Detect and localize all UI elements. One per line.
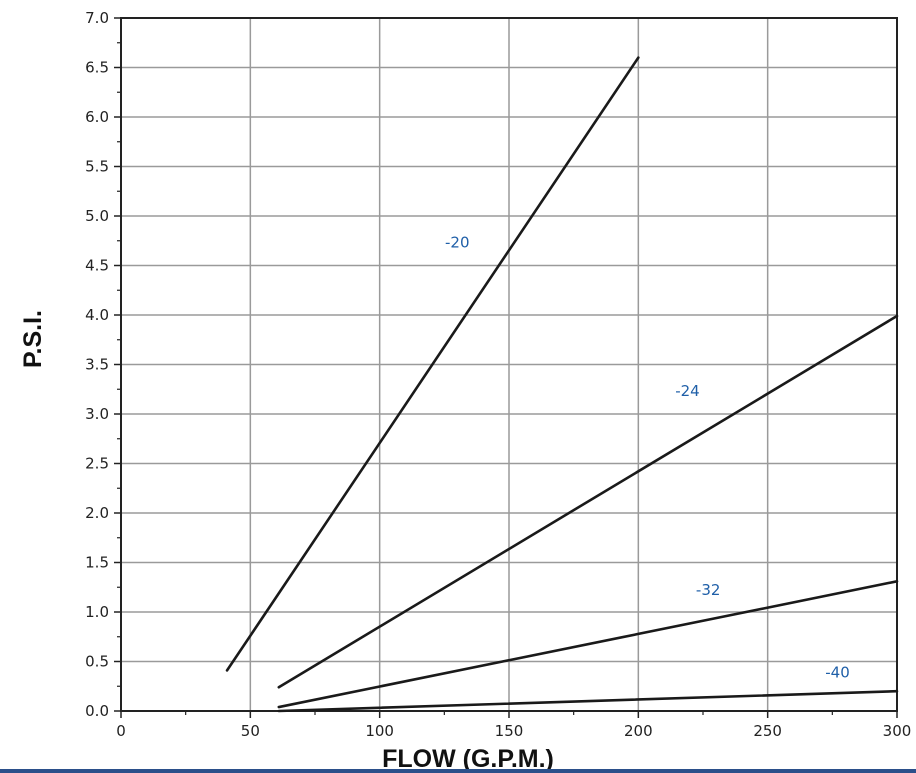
x-tick-label: 150 <box>495 722 524 740</box>
x-tick-label: 0 <box>116 722 126 740</box>
series-line-minus-32 <box>277 580 899 709</box>
grid-layer <box>121 17 898 711</box>
x-tick-label: 50 <box>241 722 260 740</box>
series-label: -20 <box>445 234 470 252</box>
y-tick-label: 4.5 <box>85 257 109 275</box>
y-tick-label: 1.5 <box>85 554 109 572</box>
y-tick-label: 5.0 <box>85 207 109 225</box>
x-tick-label: 200 <box>624 722 653 740</box>
label-layer: -20 -24 -32 -40 <box>445 234 850 682</box>
x-tick-label: 300 <box>883 722 912 740</box>
y-tick-label: 5.5 <box>85 158 109 176</box>
y-tick-label: 2.5 <box>85 455 109 473</box>
series-line-minus-20 <box>225 56 640 672</box>
y-tick-label: 7.0 <box>85 9 109 27</box>
plot-frame <box>120 17 898 712</box>
axis-layer: 0 50 100 150 200 250 300 0.0 0.5 1.0 1.5 2.0 2.5 3.0 3… <box>85 9 911 740</box>
bottom-band <box>0 769 916 773</box>
series-label: -40 <box>825 663 850 681</box>
y-tick-label: 0.0 <box>85 702 109 720</box>
series-line-minus-40 <box>277 689 899 713</box>
y-tick-label: 0.5 <box>85 653 109 671</box>
y-tick-label: 3.0 <box>85 405 109 423</box>
series-line-minus-24 <box>277 314 899 689</box>
y-tick-label: 3.5 <box>85 356 109 374</box>
x-tick-label: 250 <box>753 722 782 740</box>
series-label: -32 <box>696 581 721 599</box>
series-layer <box>225 56 899 713</box>
y-tick-label: 4.0 <box>85 306 109 324</box>
y-axis-title: P.S.I. <box>19 310 47 368</box>
y-tick-label: 2.0 <box>85 504 109 522</box>
x-tick-label: 100 <box>365 722 394 740</box>
y-tick-label: 1.0 <box>85 603 109 621</box>
y-tick-label: 6.0 <box>85 108 109 126</box>
y-tick-label: 6.5 <box>85 59 109 77</box>
series-label: -24 <box>675 382 700 400</box>
x-axis-title: FLOW (G.P.M.) <box>382 745 554 773</box>
